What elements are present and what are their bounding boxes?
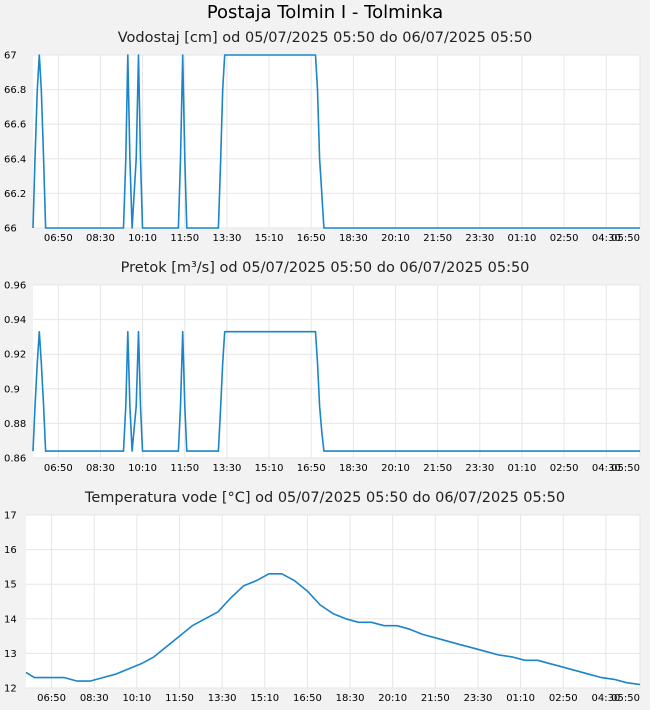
x-tick-label: 13:30 [208, 693, 237, 704]
chart-title-discharge: Pretok [m³/s] od 05/07/2025 05:50 do 06/… [120, 260, 530, 276]
plot-area [26, 515, 640, 688]
x-tick-label: 11:50 [165, 693, 194, 704]
x-tick-label: 06:50 [44, 463, 73, 474]
x-tick-label: 04:30 [591, 693, 620, 704]
y-tick-label: 0.92 [4, 350, 26, 361]
x-tick-label: 13:30 [212, 233, 241, 244]
y-tick-label: 13 [4, 649, 17, 660]
x-tick-label: 05:50 [611, 233, 640, 244]
x-tick-label: 21:50 [421, 693, 450, 704]
y-tick-label: 66.8 [4, 85, 26, 96]
x-tick-label: 15:10 [255, 233, 284, 244]
x-tick-label: 05:50 [611, 693, 640, 704]
y-tick-label: 0.94 [4, 315, 26, 326]
y-tick-label: 0.96 [4, 281, 26, 292]
x-tick-label: 18:30 [339, 463, 368, 474]
y-tick-label: 15 [4, 580, 17, 591]
x-tick-label: 06:50 [37, 693, 66, 704]
x-tick-label: 01:10 [508, 463, 537, 474]
data-series-line [32, 54, 640, 229]
y-tick-label: 17 [4, 511, 17, 522]
x-tick-label: 10:10 [128, 463, 157, 474]
x-tick-label: 18:30 [336, 693, 365, 704]
chart-svg-water-level: 66 66.2 66.4 66.6 66.8 67 06:50 08:30 10:10 11:50… [4, 51, 641, 244]
x-tick-label: 16:50 [293, 693, 322, 704]
y-tick-label: 66.4 [4, 154, 26, 165]
x-tick-label: 05:50 [611, 463, 640, 474]
y-tick-label: 16 [4, 545, 17, 556]
x-tick-label: 20:10 [381, 463, 410, 474]
x-tick-label: 08:30 [86, 233, 115, 244]
x-tick-label: 20:10 [378, 693, 407, 704]
x-tick-label: 20:10 [381, 233, 410, 244]
y-tick-label: 66.6 [4, 120, 26, 131]
x-tick-label: 15:10 [255, 463, 284, 474]
x-tick-label: 08:30 [86, 463, 115, 474]
x-tick-label: 15:10 [250, 693, 279, 704]
x-tick-label: 21:50 [423, 233, 452, 244]
data-series-line [25, 572, 641, 686]
y-tick-label: 12 [4, 684, 17, 695]
y-tick-label: 66.2 [4, 189, 26, 200]
page-title: Postaja Tolmin I - Tolminka [206, 2, 444, 23]
x-tick-label: 01:10 [508, 233, 537, 244]
chart-title-water-temperature: Temperatura vode [°C] od 05/07/2025 05:5… [84, 490, 566, 506]
chart-title-water-level: Vodostaj [cm] od 05/07/2025 05:50 do 06/… [117, 30, 533, 46]
x-tick-label: 23:30 [464, 693, 493, 704]
x-tick-label: 08:30 [80, 693, 109, 704]
x-tick-label: 13:30 [212, 463, 241, 474]
x-tick-label: 23:30 [465, 233, 494, 244]
x-tick-label: 02:50 [550, 463, 579, 474]
x-tick-label: 11:50 [170, 233, 199, 244]
y-tick-label: 14 [4, 614, 17, 625]
chart-svg-discharge: 0.86 0.88 0.9 0.92 0.94 0.96 06:50 08:30 10:10 11… [4, 281, 641, 474]
y-tick-label: 0.9 [4, 384, 20, 395]
data-series-line [32, 330, 640, 452]
x-tick-label: 04:30 [592, 233, 621, 244]
x-tick-label: 04:30 [592, 463, 621, 474]
x-tick-label: 16:50 [297, 463, 326, 474]
x-tick-label: 23:30 [465, 463, 494, 474]
x-tick-label: 21:50 [423, 463, 452, 474]
y-tick-label: 0.88 [4, 419, 26, 430]
x-tick-label: 06:50 [44, 233, 73, 244]
y-tick-label: 66 [4, 224, 17, 235]
x-tick-label: 02:50 [550, 233, 579, 244]
y-tick-label: 0.86 [4, 454, 26, 465]
x-tick-label: 10:10 [122, 693, 151, 704]
x-tick-label: 16:50 [297, 233, 326, 244]
x-tick-label: 11:50 [170, 463, 199, 474]
x-tick-label: 01:10 [506, 693, 535, 704]
x-tick-label: 18:30 [339, 233, 368, 244]
x-tick-label: 10:10 [128, 233, 157, 244]
x-tick-label: 02:50 [549, 693, 578, 704]
y-tick-label: 67 [4, 51, 17, 62]
